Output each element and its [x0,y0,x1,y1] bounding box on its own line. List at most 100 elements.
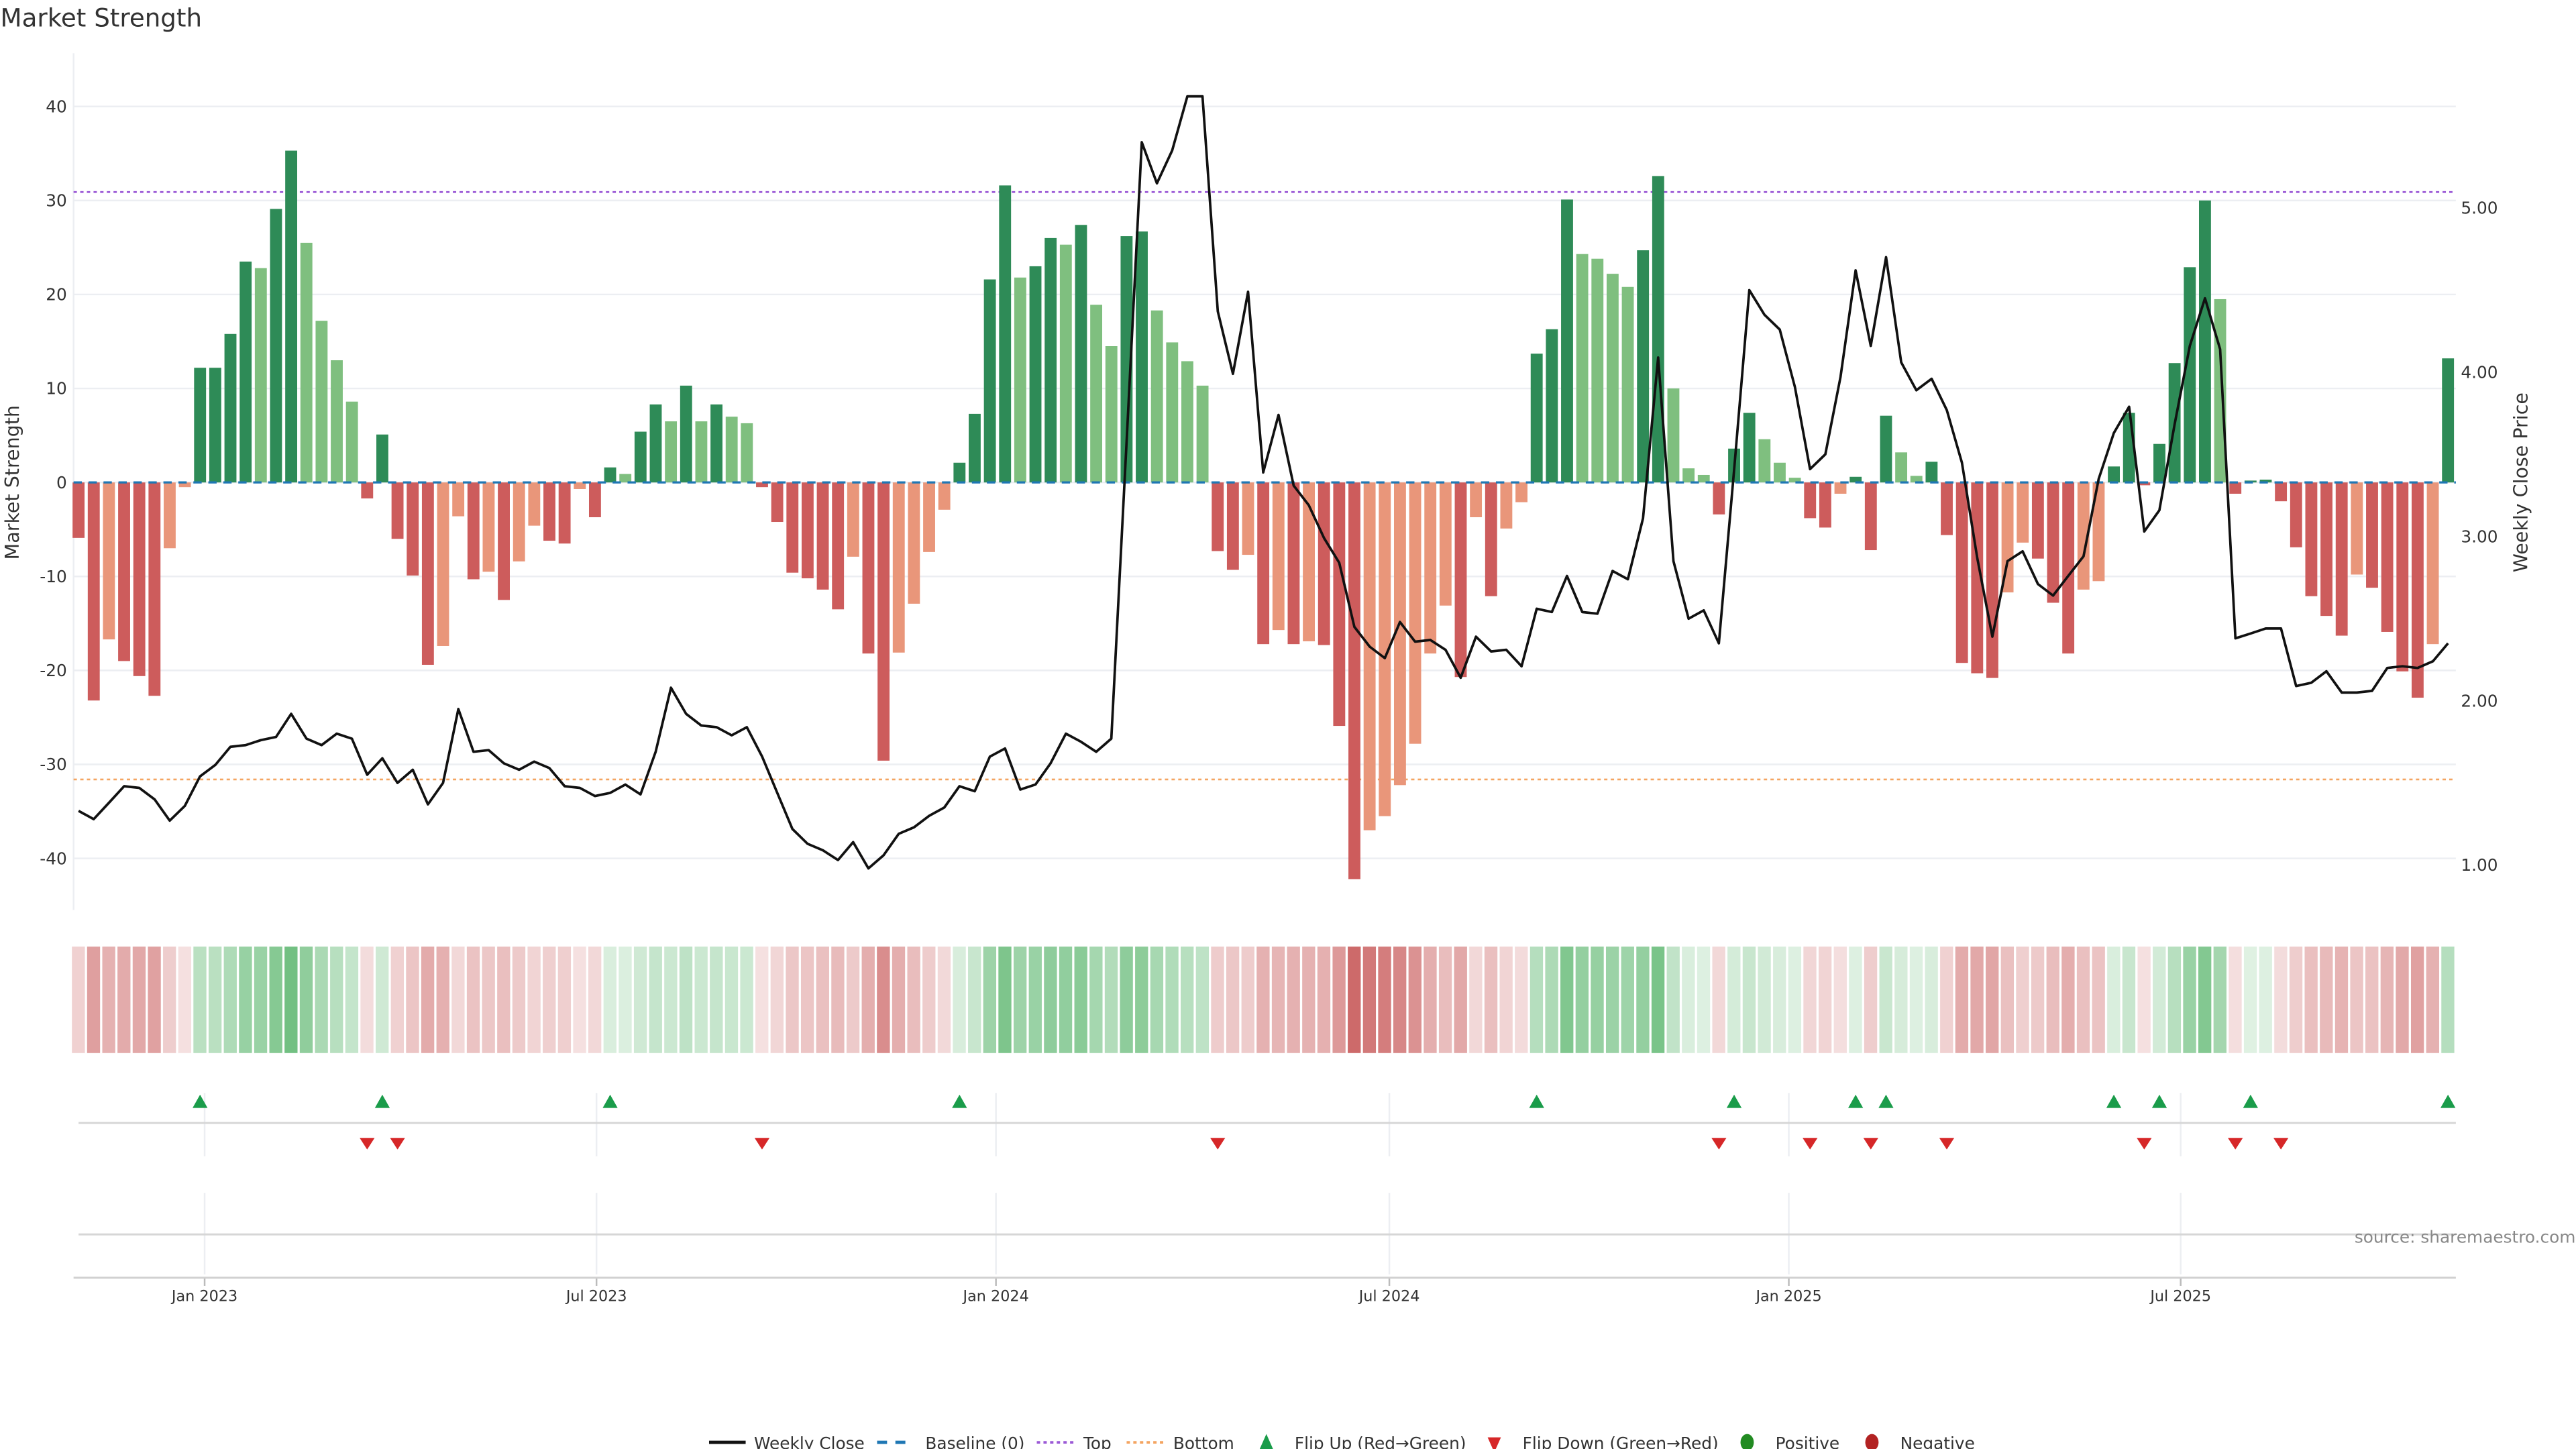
negative-bar [2366,482,2378,588]
heat-cell [1499,947,1513,1053]
negative-bar [574,482,586,489]
heat-cell [1454,947,1467,1053]
heat-cell [968,947,981,1053]
negative-bar [103,482,115,640]
negative-bar [482,482,495,572]
negative-bar [513,482,525,561]
legend-item-baseline[interactable]: Baseline (0) [877,1434,1024,1449]
negative-bar [1804,482,1817,519]
flip-up-marker [1848,1094,1864,1108]
heat-cell [2122,947,2136,1053]
flip-up-marker [193,1094,208,1108]
negative-bar [407,482,419,576]
heat-cell [1666,947,1680,1053]
heat-cell [831,947,845,1053]
flip-up-marker [1878,1094,1894,1108]
positive-bar [1014,277,1026,483]
negative-bar [2305,482,2318,596]
heat-cell [299,947,313,1053]
heat-cell [87,947,101,1053]
negative-bar [1212,482,1224,551]
flip-up-marker [952,1094,967,1108]
heat-cell [1332,947,1346,1053]
positive-bar [239,261,252,483]
heat-cell [360,947,374,1053]
legend-item-flip-down[interactable]: Flip Down (Green→Red) [1487,1434,1719,1449]
positive-bar [999,185,1012,483]
heat-cell [633,947,647,1053]
legend-item-flip-up[interactable]: Flip Up (Red→Green) [1259,1434,1466,1449]
positive-bar [1044,237,1057,483]
heat-cell [2334,947,2349,1053]
positive-bar [741,423,753,483]
positive-bar [345,401,358,483]
negative-bar [1971,482,1984,674]
heat-cell [512,947,526,1053]
heat-cell [1165,947,1179,1053]
heat-cell [2320,947,2333,1053]
heat-cell [740,947,753,1053]
heat-cell [588,947,602,1053]
negative-bar [1819,482,1831,528]
legend-item-top[interactable]: Top [1036,1434,1112,1449]
heat-cell [1044,947,1057,1053]
positive-bar [1120,236,1133,483]
flip-up-marker [1726,1094,1742,1108]
x-tick-label: Jan 2024 [962,1287,1029,1305]
legend-label: Flip Down (Green→Red) [1523,1434,1719,1449]
y-tick-label: 10 [46,379,67,398]
legend-item-negative[interactable]: Negative [1865,1434,1975,1449]
heat-cell [1438,947,1452,1053]
heat-cell [1150,947,1164,1053]
heat-cell [2289,947,2303,1053]
negative-bar [786,482,799,573]
negative-bar [2351,482,2363,575]
heat-cell [877,947,890,1053]
x-tick-label: Jul 2023 [565,1287,627,1305]
weekly-close-line [78,95,2449,870]
heat-cell [2259,947,2272,1053]
negative-bar [2381,482,2394,632]
positive-bar [1059,244,1072,483]
positive-bar [1576,254,1589,483]
heat-cell [2380,947,2394,1053]
heat-cell [619,947,632,1053]
heat-cell [1879,947,1892,1053]
right-axis-ticks: 1.00 2.00 3.00 4.00 5.00 [2461,199,2498,875]
positive-bar [1895,452,1908,483]
heat-cell [1986,947,1999,1053]
negative-bar [164,482,176,549]
heat-cell [1424,947,1437,1053]
negative-bar [1986,482,1998,678]
positive-bar [1925,462,1938,483]
heat-cell [2410,947,2424,1053]
dot-green-icon [1740,1434,1754,1449]
heat-cell [2016,947,2029,1053]
heat-cell [1940,947,1953,1053]
heat-cell [269,947,282,1053]
positive-bar [1637,250,1650,483]
flip-markers-panel [78,1093,2456,1275]
heat-cell [330,947,343,1053]
heat-cell [892,947,906,1053]
legend-item-weekly-close[interactable]: Weekly Close [708,1434,865,1449]
heat-cell [2107,947,2121,1053]
heat-cell [254,947,268,1053]
legend-item-positive[interactable]: Positive [1740,1434,1840,1449]
y2-tick-label: 1.00 [2461,855,2498,875]
legend-item-bottom[interactable]: Bottom [1126,1434,1234,1449]
negative-bar [1500,482,1513,529]
heat-cell [2243,947,2257,1053]
heat-cell [2304,947,2318,1053]
flip-down-marker [1863,1138,1878,1150]
negative-bar [2077,482,2090,590]
heat-cell [1560,947,1574,1053]
positive-bar [2214,299,2226,483]
heat-cell [2229,947,2242,1053]
positive-bar [1029,266,1042,483]
positive-bar [1774,462,1786,483]
heat-cell [1089,947,1103,1053]
heat-cell [421,947,435,1053]
positive-bar [209,368,221,483]
negative-bar [558,482,571,544]
